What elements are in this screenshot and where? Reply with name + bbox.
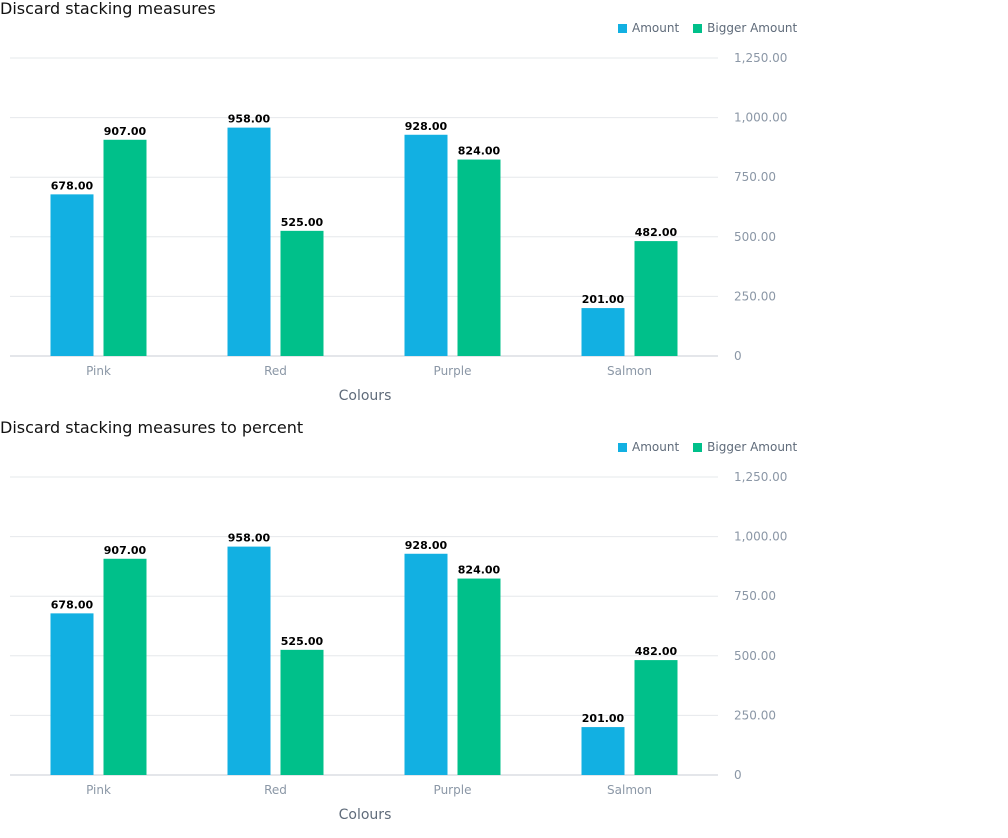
legend-item-bigger-amount[interactable]: Bigger Amount [693,21,797,35]
y-tick-label: 500.00 [734,230,776,244]
data-label: 928.00 [405,120,448,133]
y-tick-label: 1,000.00 [734,530,787,544]
y-tick-label: 750.00 [734,170,776,184]
y-tick-label: 1,000.00 [734,111,787,125]
y-tick-label: 500.00 [734,649,776,663]
y-tick-label: 0 [734,349,742,363]
legend-item-amount[interactable]: Amount [618,440,679,454]
chart-discard-stacking-measures-to-percent: Discard stacking measures to percent Amo… [0,418,1008,838]
chart-legend: Amount Bigger Amount [618,21,811,35]
legend-item-bigger-amount[interactable]: Bigger Amount [693,440,797,454]
bar-amount-pink [50,613,94,775]
data-label: 525.00 [281,635,324,648]
x-tick-label: Salmon [607,783,652,797]
legend-label-bigger-amount: Bigger Amount [707,21,798,35]
y-tick-label: 1,250.00 [734,470,787,484]
x-tick-label: Red [264,783,287,797]
data-label: 824.00 [458,145,501,158]
chart-legend: Amount Bigger Amount [618,440,811,454]
x-tick-label: Salmon [607,364,652,378]
data-label: 928.00 [405,539,448,552]
bar-amount-purple [404,553,448,775]
legend-label-amount: Amount [632,21,680,35]
data-label: 678.00 [51,179,94,192]
data-label: 525.00 [281,216,324,229]
legend-item-amount[interactable]: Amount [618,21,679,35]
y-tick-label: 750.00 [734,589,776,603]
bar-amount-salmon [581,727,625,775]
bar-bigger-amount-salmon [634,660,678,775]
legend-swatch-amount [618,23,627,33]
bar-bigger-amount-purple [457,159,501,356]
bar-bigger-amount-red [280,230,324,356]
y-tick-label: 1,250.00 [734,51,787,65]
data-label: 482.00 [635,226,678,239]
y-tick-label: 250.00 [734,708,776,722]
bar-amount-purple [404,134,448,356]
bar-bigger-amount-red [280,649,324,775]
bar-bigger-amount-pink [103,139,147,356]
chart-title: Discard stacking measures to percent [0,418,304,437]
y-tick-label: 250.00 [734,289,776,303]
x-axis-title: Colours [338,388,392,404]
data-label: 678.00 [51,598,94,611]
plot-area: 0 250.00 500.00 750.00 1,000.00 1,250.00 678.0… [10,470,787,797]
plot-area: 0 250.00 500.00 750.00 1,000.00 1,250.00 678.0… [10,51,787,378]
bar-amount-pink [50,194,94,356]
x-tick-label: Purple [434,364,472,378]
legend-label-amount: Amount [632,440,680,454]
bar-amount-red [227,546,271,775]
data-label: 907.00 [104,544,147,557]
data-label: 907.00 [104,125,147,138]
y-tick-label: 0 [734,768,742,782]
legend-swatch-amount [618,442,627,452]
bar-bigger-amount-purple [457,578,501,775]
chart-discard-stacking-measures: Discard stacking measures Amount Bigger … [0,0,811,404]
data-label: 958.00 [228,113,271,126]
data-label: 201.00 [582,293,625,306]
bar-bigger-amount-pink [103,558,147,775]
legend-swatch-bigger-amount [693,23,703,33]
x-tick-label: Purple [434,783,472,797]
bar-amount-red [227,127,271,357]
x-tick-label: Pink [86,364,111,378]
legend-label-bigger-amount: Bigger Amount [707,440,798,454]
x-tick-label: Red [264,364,287,378]
data-label: 201.00 [582,712,625,725]
x-axis-title: Colours [338,807,392,823]
x-tick-label: Pink [86,783,111,797]
data-label: 824.00 [458,564,501,577]
bar-bigger-amount-salmon [634,241,678,356]
bar-amount-salmon [581,308,625,356]
chart-title: Discard stacking measures [0,0,216,18]
legend-swatch-bigger-amount [693,442,703,452]
data-label: 958.00 [228,532,271,545]
data-label: 482.00 [635,645,678,658]
